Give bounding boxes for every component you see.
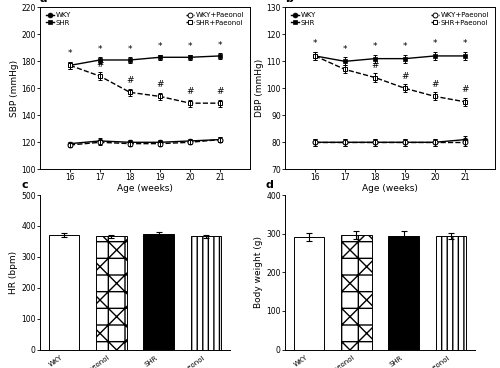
Text: d: d — [266, 180, 274, 190]
Legend: WKY+Paeonol, SHR+Paeonol: WKY+Paeonol, SHR+Paeonol — [186, 13, 244, 26]
Text: #: # — [156, 81, 164, 89]
Legend: WKY+Paeonol, SHR+Paeonol: WKY+Paeonol, SHR+Paeonol — [430, 13, 490, 26]
Text: *: * — [463, 39, 467, 48]
Text: *: * — [433, 39, 437, 48]
Text: #: # — [401, 72, 409, 81]
X-axis label: Age (weeks): Age (weeks) — [362, 184, 418, 193]
Y-axis label: HR (bpm): HR (bpm) — [10, 251, 18, 294]
Bar — [388, 236, 419, 350]
Y-axis label: Body weight (g): Body weight (g) — [254, 236, 264, 308]
Bar — [341, 235, 372, 350]
Text: *: * — [313, 39, 318, 48]
Text: a: a — [40, 0, 48, 4]
Text: *: * — [403, 42, 407, 51]
Bar — [190, 236, 222, 350]
Bar — [144, 234, 174, 350]
Text: *: * — [343, 45, 347, 54]
Text: *: * — [98, 45, 102, 54]
Text: c: c — [21, 180, 28, 190]
Text: #: # — [126, 77, 134, 85]
Text: #: # — [371, 61, 379, 70]
Y-axis label: SBP (mmHg): SBP (mmHg) — [10, 60, 18, 117]
Text: *: * — [218, 41, 222, 50]
Y-axis label: DBP (mmHg): DBP (mmHg) — [254, 59, 264, 117]
X-axis label: Age (weeks): Age (weeks) — [117, 184, 173, 193]
Text: #: # — [186, 87, 194, 96]
Bar — [294, 237, 324, 350]
Text: #: # — [96, 60, 104, 68]
Text: #: # — [461, 85, 469, 94]
Text: *: * — [158, 42, 162, 51]
Bar — [96, 237, 126, 350]
Text: *: * — [188, 42, 192, 51]
Bar — [436, 236, 466, 350]
Text: b: b — [285, 0, 293, 4]
Text: *: * — [128, 45, 132, 54]
Text: #: # — [216, 87, 224, 96]
Text: *: * — [373, 42, 378, 51]
Bar — [48, 235, 80, 350]
Text: *: * — [68, 49, 72, 59]
Text: #: # — [431, 80, 439, 89]
